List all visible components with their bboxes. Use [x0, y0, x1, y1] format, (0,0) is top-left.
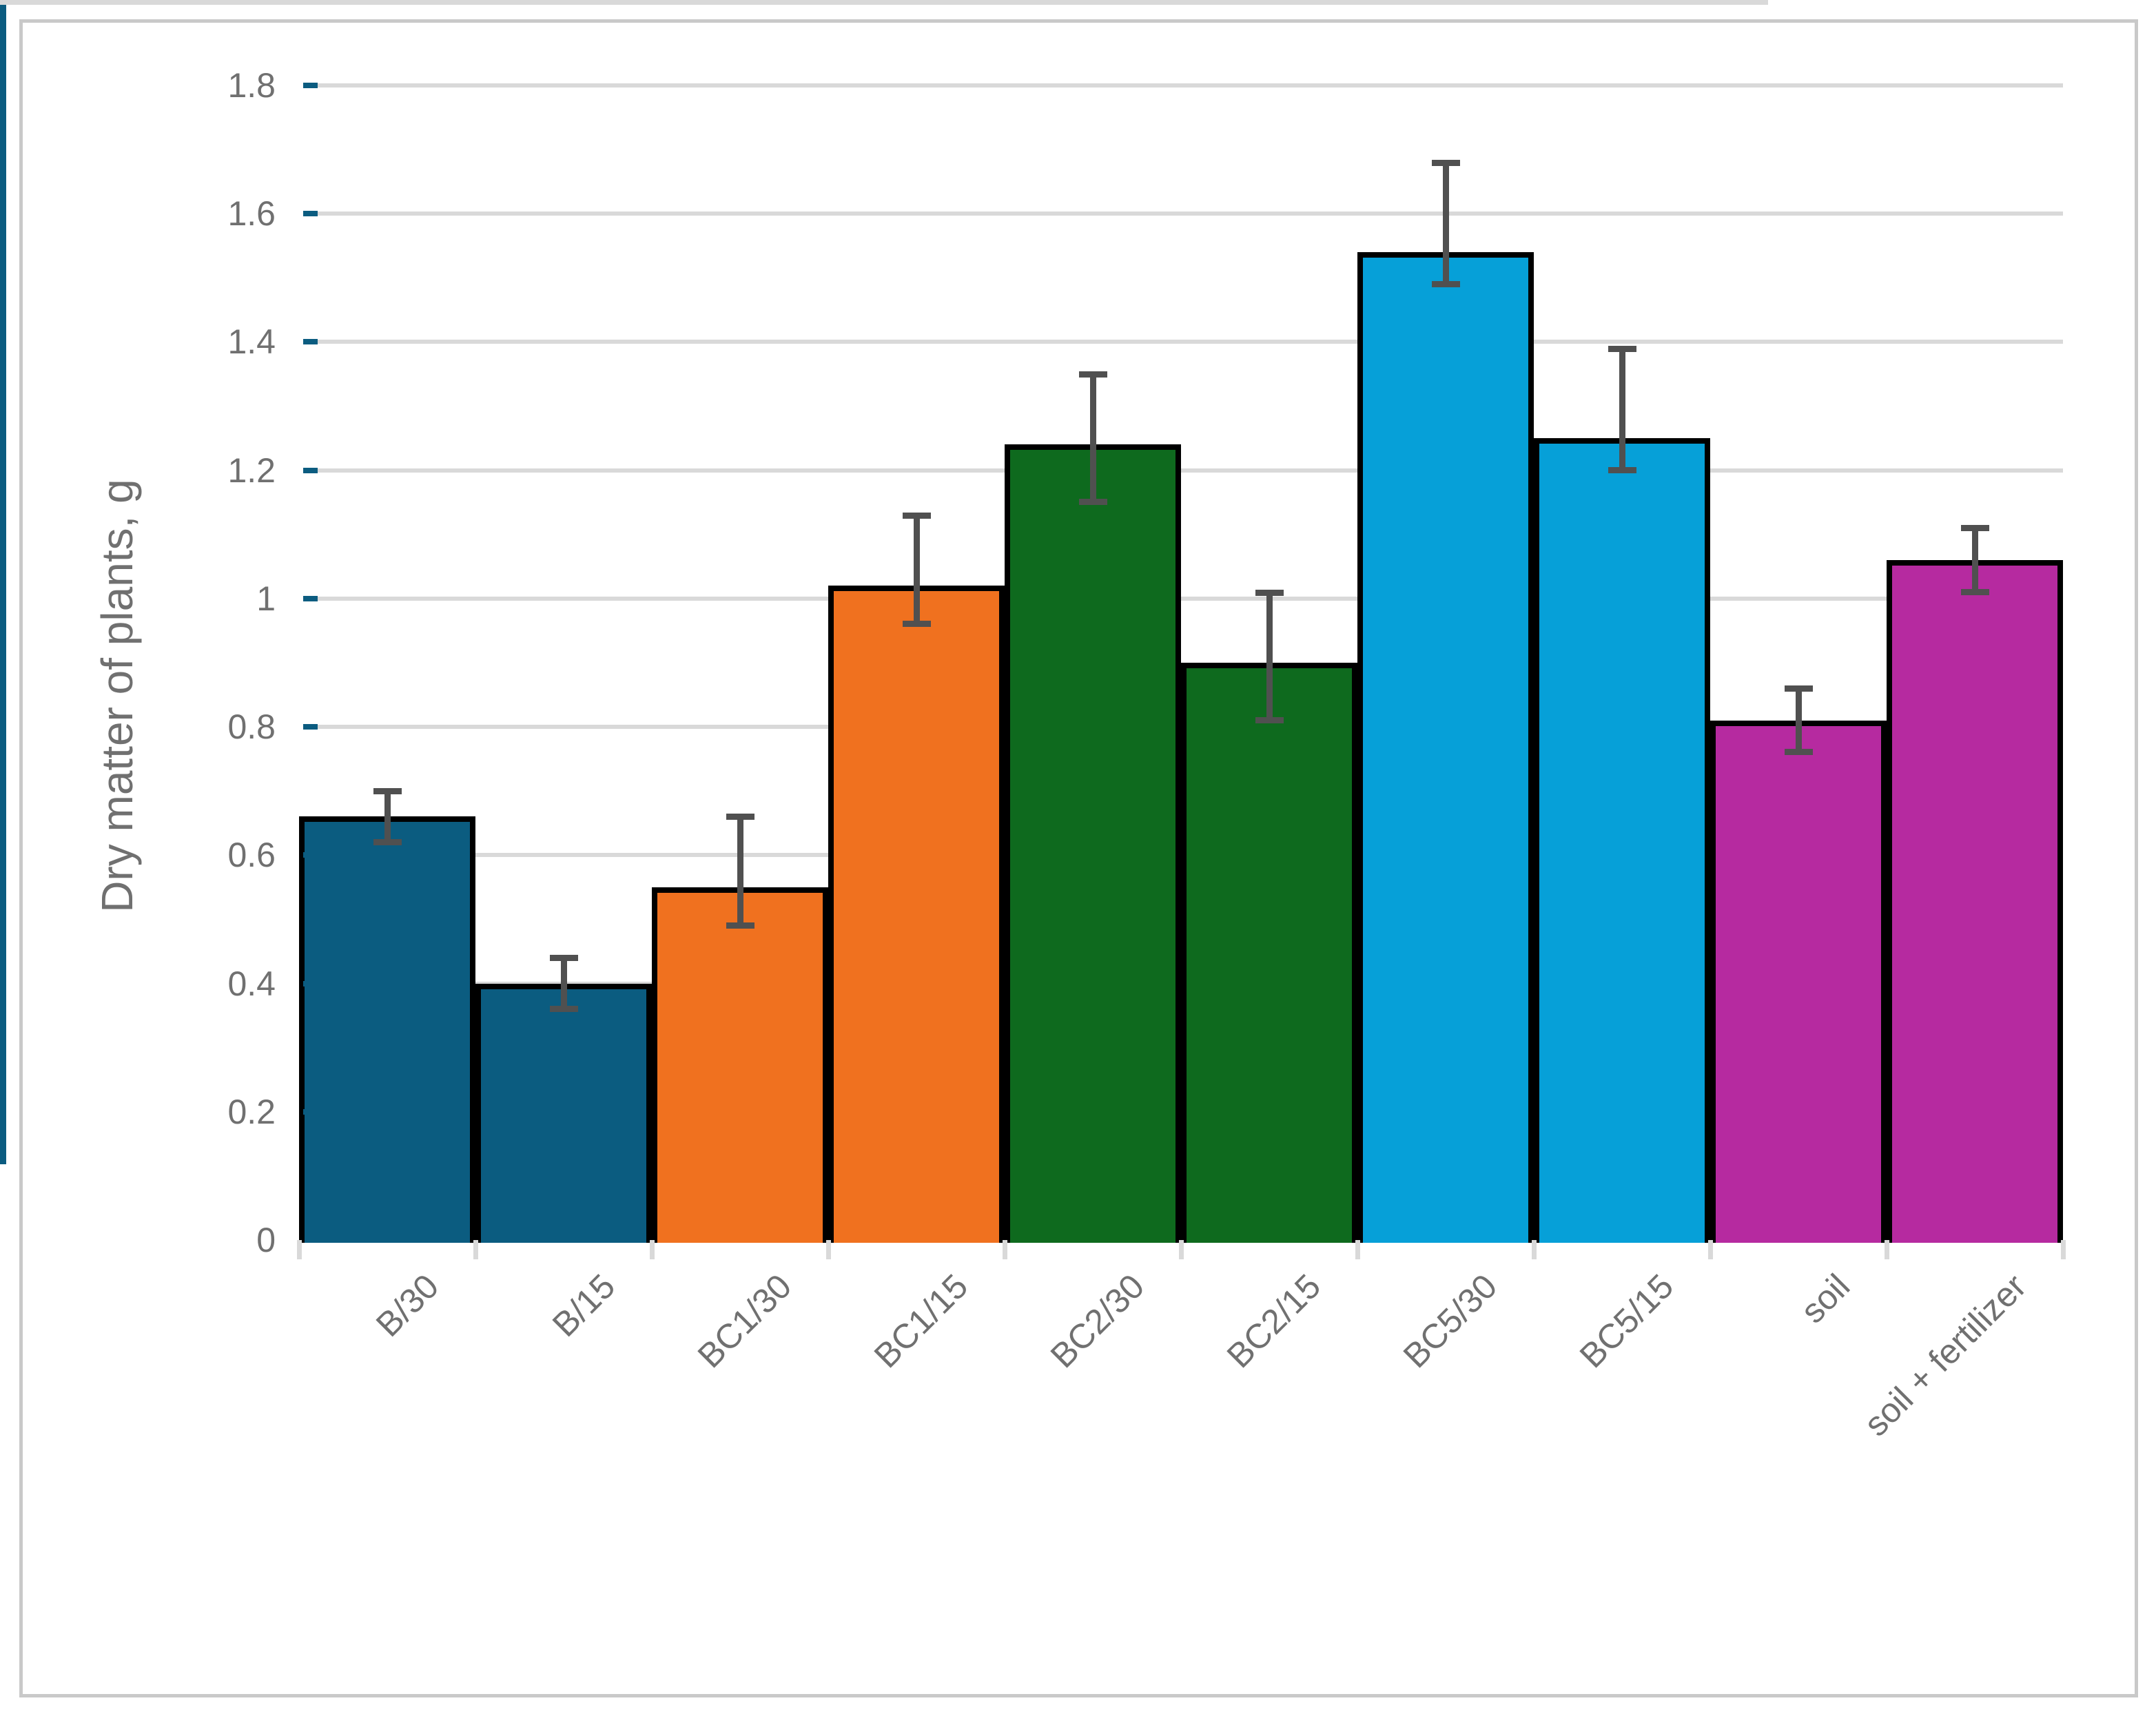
- bar-soil: [1710, 720, 1887, 1243]
- y-tick-label: 0.6: [227, 836, 276, 875]
- plot-area: 0 0.2 0.4 0.6 0.8 1 1.2 1.4 1.6 1.8 B/30 B/15 BC1/30…: [0, 0, 2066, 1443]
- error-bar-cap-top: [1255, 589, 1284, 596]
- y-tick-label: 1: [256, 579, 276, 618]
- error-bar-cap-top: [373, 788, 402, 795]
- error-bar-cap-bottom: [1255, 716, 1284, 723]
- error-bar-cap-top: [1431, 159, 1460, 166]
- y-axis-tick: [303, 467, 318, 473]
- y-axis-tick: [303, 724, 318, 730]
- bar-soil-fertilizer: [1887, 560, 2063, 1243]
- error-bar-line: [560, 958, 567, 1009]
- y-axis-tick: [303, 980, 318, 987]
- error-bar-cap-bottom: [902, 621, 931, 628]
- x-axis-tick: [1179, 1240, 1184, 1259]
- bar-bc2-30: [1005, 444, 1181, 1243]
- x-axis-tick: [650, 1240, 655, 1259]
- error-bar-line: [913, 515, 920, 625]
- bar-bc5-30: [1357, 252, 1534, 1243]
- error-bar-cap-top: [1960, 525, 1989, 532]
- error-bar-cap-bottom: [1608, 466, 1636, 473]
- error-bar-cap-bottom: [1078, 499, 1107, 506]
- x-axis-line: [0, 0, 1768, 5]
- gridline: [303, 83, 2063, 87]
- error-bar-cap-bottom: [726, 922, 754, 929]
- y-axis-line: [0, 5, 6, 1164]
- x-axis-tick: [1003, 1240, 1007, 1259]
- x-axis-tick: [1355, 1240, 1360, 1259]
- figure-border: [19, 19, 2138, 1697]
- y-tick-label: 1.2: [227, 451, 276, 490]
- y-axis-tick: [303, 211, 318, 217]
- gridline: [303, 468, 2063, 473]
- error-bar-cap-top: [1784, 685, 1813, 692]
- y-axis-tick: [303, 595, 318, 601]
- y-tick-label: 1.6: [227, 194, 276, 234]
- error-bar-cap-top: [726, 814, 754, 820]
- x-axis-tick: [297, 1240, 302, 1259]
- bar-bc1-30: [652, 887, 828, 1243]
- error-bar-cap-bottom: [1960, 588, 1989, 595]
- error-bar-line: [384, 791, 391, 843]
- error-bar-cap-bottom: [1431, 280, 1460, 287]
- gridline: [303, 596, 2063, 601]
- bar-bc1-15: [828, 586, 1005, 1243]
- error-bar-cap-top: [902, 512, 931, 519]
- y-tick-label: 1.4: [227, 322, 276, 362]
- y-tick-label: 0.8: [227, 708, 276, 747]
- y-tick-label: 0.4: [227, 964, 276, 1003]
- error-bar-line: [737, 816, 743, 926]
- gridline: [303, 211, 2063, 216]
- bar-bc5-15: [1534, 438, 1710, 1243]
- error-bar-cap-top: [1078, 371, 1107, 378]
- y-tick-label: 0.2: [227, 1092, 276, 1131]
- x-axis-tick: [1708, 1240, 1713, 1259]
- error-bar-line: [1795, 688, 1802, 753]
- bar-b-30: [299, 816, 475, 1243]
- error-bar-cap-bottom: [549, 1005, 578, 1012]
- x-axis-tick: [2061, 1240, 2066, 1259]
- bar-bc2-15: [1181, 663, 1357, 1243]
- x-axis-tick: [1532, 1240, 1537, 1259]
- error-bar-line: [1619, 348, 1625, 471]
- x-axis-tick: [473, 1240, 478, 1259]
- error-bar-cap-bottom: [373, 838, 402, 845]
- y-tick-label: 0: [256, 1221, 276, 1259]
- y-axis-tick: [303, 1108, 318, 1115]
- error-bar-line: [1089, 374, 1096, 503]
- bar-b-15: [475, 983, 652, 1243]
- x-axis-tick: [826, 1240, 831, 1259]
- y-axis-tick: [303, 339, 318, 345]
- error-bar-line: [1971, 528, 1978, 592]
- error-bar-cap-top: [549, 955, 578, 962]
- y-tick-label: 1.8: [227, 66, 276, 105]
- error-bar-line: [1266, 592, 1273, 721]
- gridline: [303, 340, 2063, 344]
- error-bar-line: [1442, 162, 1449, 285]
- y-axis-tick: [303, 83, 318, 88]
- error-bar-cap-bottom: [1784, 749, 1813, 756]
- error-bar-cap-top: [1608, 345, 1636, 352]
- x-axis-tick: [1885, 1240, 1889, 1259]
- y-axis-tick: [303, 852, 318, 858]
